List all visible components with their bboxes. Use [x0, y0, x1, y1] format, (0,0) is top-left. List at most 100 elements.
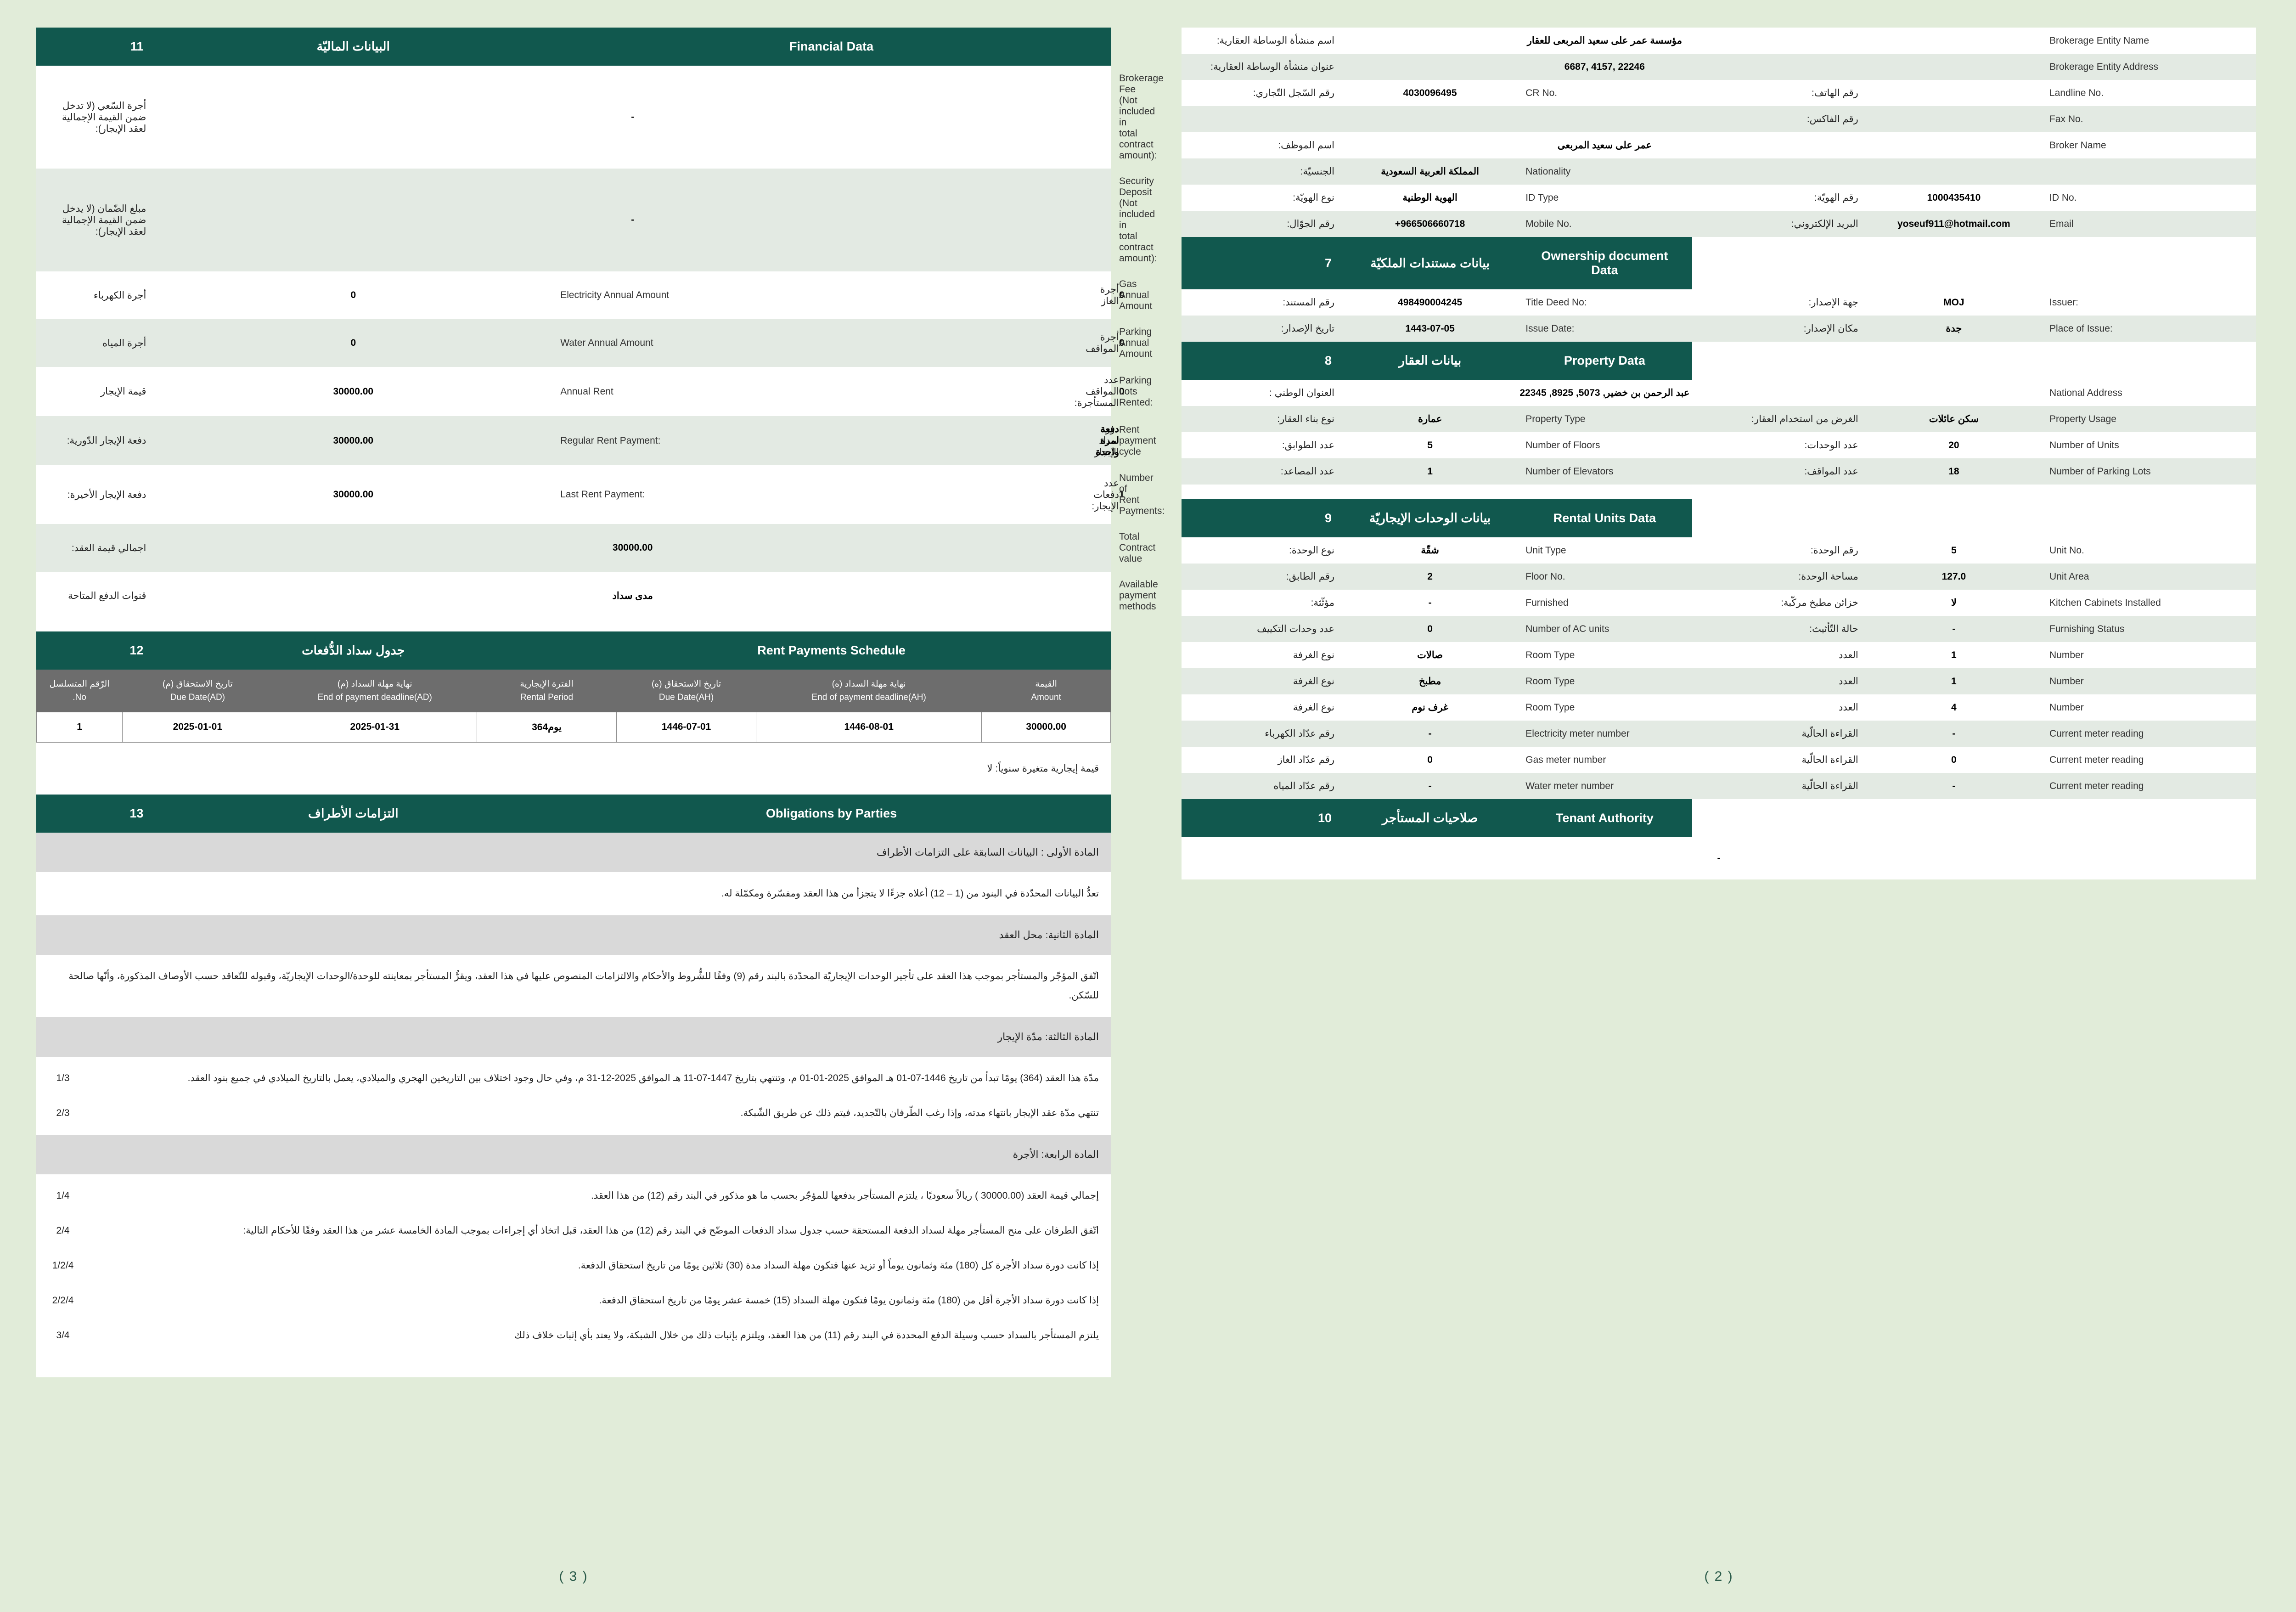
brokerage-landline-label-ar: رقم الهاتف:	[1692, 80, 1867, 106]
schedule-amount: 30000.00	[981, 711, 1111, 743]
page-2-paper: اسم منشأة الوساطة العقارية: مؤسسة عمر عل…	[1182, 28, 2256, 879]
brokerage-entity-name-label-ar: اسم منشأة الوساطة العقارية:	[1182, 28, 1343, 54]
brokerage-fee-value: -	[154, 66, 1111, 169]
col-no: الرّقم المتسلسل No.	[36, 670, 123, 712]
clause-text: مدّة هذا العقد (364) يومًا تبدأ من تاريخ…	[187, 1072, 1099, 1083]
clause-item: 3/4 يلتزم المستأجر بالسداد حسب وسيلة الد…	[48, 1326, 1099, 1345]
property-usage-label-ar: الغرض من استخدام العقار:	[1692, 406, 1867, 432]
broker-name-label-ar: اسم الموظف:	[1182, 132, 1343, 158]
clause-text: إذا كانت دورة سداد الأجرة كل (180) مئة و…	[578, 1260, 1099, 1271]
col-no-ar: الرّقم المتسلسل	[49, 679, 110, 689]
table-row: أجرة المياه 0 Water Annual Amount أجرة ا…	[36, 319, 1152, 367]
section-number: 10	[1182, 799, 1343, 837]
clause-number: 2/3	[56, 1107, 70, 1118]
table-row: مؤثّثة: - Furnished خزائن مطبخ مركّبة: ل…	[1182, 590, 2256, 616]
col-due-ad-ar: تاريخ الاستحقاق (م)	[162, 679, 233, 689]
section-header-ownership-doc: 7 بيانات مستندات الملكيّة Ownership docu…	[1182, 237, 2256, 289]
clause-number: 3/4	[56, 1330, 70, 1341]
furnished-label-ar: مؤثّثة:	[1182, 590, 1343, 616]
table-row: قنوات الدفع المتاحة مدى سداد Available p…	[36, 572, 1158, 620]
room-count-label-ar-2: العدد	[1692, 694, 1867, 721]
room-type-value-1: مطبخ	[1343, 668, 1518, 694]
total-contract-label-ar: اجمالي قيمة العقد:	[36, 524, 155, 572]
col-due-ah-en: Due Date(AH)	[658, 693, 714, 703]
property-type-label-ar: نوع بناء العقار:	[1182, 406, 1343, 432]
col-due-ad: تاريخ الاستحقاق (م) Due Date(AD)	[122, 670, 273, 712]
section-number: 9	[1182, 499, 1343, 537]
brokerage-entity-name-value: مؤسسة عمر على سعيد المربعى للعقار	[1343, 28, 1867, 54]
clause-text: يلتزم المستأجر بالسداد حسب وسيلة الدفع ا…	[514, 1330, 1099, 1341]
table-row: نوع بناء العقار: عمارة Property Type الغ…	[1182, 406, 2256, 432]
issuer-label-en: Issuer:	[2041, 289, 2256, 316]
unit-area-label-ar: مساحة الوحدة:	[1692, 564, 1867, 590]
last-payment-label-en: Last Rent Payment:	[552, 465, 1111, 524]
regular-payment-value: 30000.00	[154, 416, 552, 465]
deed-no-label-en: Title Deed No:	[1517, 289, 1692, 316]
broker-mobile-label-ar: رقم الجوّال:	[1182, 211, 1343, 237]
table-row: تاريخ الإصدار: 1443-07-05 Issue Date: مك…	[1182, 316, 2256, 342]
security-deposit-value: -	[154, 169, 1111, 271]
page-1: إيجار EJAR	[2291, 0, 2296, 1612]
property-address-value: عبد الرحمن بن خضير, 5073, 8925, 22345	[1343, 380, 1867, 406]
broker-nationality-label-en: Nationality	[1517, 158, 1692, 185]
room-count-label-en-1: Number	[2041, 668, 2256, 694]
property-type-label-en: Property Type	[1517, 406, 1692, 432]
section-number: 11	[36, 28, 155, 66]
col-period-ar: الفترة الإيجارية	[520, 679, 574, 689]
tenant-authority-row: -	[1182, 837, 2256, 879]
tenant-authority-value: -	[1182, 837, 2256, 879]
parking-label-en: Number of Parking Lots	[2041, 458, 2256, 485]
table-row: أجرة السّعي (لا تدخل ضمن القيمة الإجمالي…	[36, 66, 1164, 169]
schedule-no: 1	[36, 711, 123, 743]
total-contract-value: 30000.00	[154, 524, 1111, 572]
property-address-label-en: National Address	[2041, 380, 2256, 406]
floors-label-en: Number of Floors	[1517, 432, 1692, 458]
table-row: أجرة الكهرباء 0 Electricity Annual Amoun…	[36, 271, 1152, 319]
room-type-value-2: غرف نوم	[1343, 694, 1518, 721]
payment-methods-label-ar: قنوات الدفع المتاحة	[36, 572, 155, 620]
brokerage-entity-addr-label-ar: عنوان منشأة الوساطة العقارية:	[1182, 54, 1343, 80]
clause-text: تنتهي مدّة عقد الإيجار بانتهاء مدته، وإذ…	[740, 1107, 1099, 1118]
col-due-ah-ar: تاريخ الاستحقاق (ه)	[651, 679, 721, 689]
table-row: رقم عدّاد المياه - Water meter number ال…	[1182, 773, 2256, 799]
col-amount-en: Amount	[1031, 693, 1061, 703]
ac-units-label-en: Number of AC units	[1517, 616, 1692, 642]
table-row: اسم الموظف: عمر على سعيد المربعى Broker …	[1182, 132, 2256, 158]
table-row: رقم عدّاد الكهرباء - Electricity meter n…	[1182, 721, 2256, 747]
units-label-ar: عدد الوحدات:	[1692, 432, 1867, 458]
issue-date-value: 1443-07-05	[1343, 316, 1518, 342]
water-meter-value: -	[1343, 773, 1518, 799]
table-row: مبلغ الضّمان (لا يدخل ضمن القيمة الإجمال…	[36, 169, 1157, 271]
clause-number: 1/2/4	[52, 1260, 74, 1271]
room-type-value-0: صالات	[1343, 642, 1518, 668]
table-row: اجمالي قيمة العقد: 30000.00 Total Contra…	[36, 524, 1155, 572]
table-row: نوع الهويّة: الهوية الوطنية ID Type رقم …	[1182, 185, 2256, 211]
table-row: عدد المصاعد: 1 Number of Elevators عدد ا…	[1182, 458, 2256, 485]
regular-payment-label-ar: دفعة الإيجار الدّورية:	[36, 416, 155, 465]
table-row: نوع الوحدة: شقّة Unit Type رقم الوحدة: 5…	[1182, 537, 2256, 564]
article-2-heading: المادة الثانية: محل العقد	[36, 915, 1111, 955]
col-due-ad-en: Due Date(AD)	[170, 693, 225, 703]
kitchen-label-en: Kitchen Cabinets Installed	[2041, 590, 2256, 616]
parking-label-ar: عدد المواقف:	[1692, 458, 1867, 485]
col-period: الفترة الإيجارية Rental Period	[476, 670, 617, 712]
kitchen-value: لا	[1866, 590, 2041, 616]
article-1-heading: المادة الأولى : البيانات السابقة على الت…	[36, 832, 1111, 872]
clause-item: 1/2/4 إذا كانت دورة سداد الأجرة كل (180)…	[48, 1256, 1099, 1275]
annual-rent-label-ar: قيمة الإيجار	[36, 367, 155, 416]
room-count-value-2: 4	[1866, 694, 2041, 721]
room-count-value-1: 1	[1866, 668, 2041, 694]
clause-item: 2/4 اتّفق الطرفان على منح المستأجر مهلة …	[48, 1221, 1099, 1240]
units-label-en: Number of Units	[2041, 432, 2256, 458]
water-meter-label-ar: رقم عدّاد المياه	[1182, 773, 1343, 799]
article-4-heading: المادة الرابعة: الأجرة	[36, 1134, 1111, 1174]
table-row: العنوان الوطني : عبد الرحمن بن خضير, 507…	[1182, 380, 2256, 406]
brokerage-cr-label-en: CR No.	[1517, 80, 1692, 106]
clause-number: 1/4	[56, 1190, 70, 1201]
broker-email-value: yoseuf911@hotmail.com	[1866, 211, 2041, 237]
table-row: اسم منشأة الوساطة العقارية: مؤسسة عمر عل…	[1182, 28, 2256, 54]
brokerage-fax-label-ar: رقم الفاكس:	[1692, 106, 1867, 132]
issue-date-label-ar: تاريخ الإصدار:	[1182, 316, 1343, 342]
unit-type-value: شقّة	[1343, 537, 1518, 564]
deed-no-value: 498490004245	[1343, 289, 1518, 316]
